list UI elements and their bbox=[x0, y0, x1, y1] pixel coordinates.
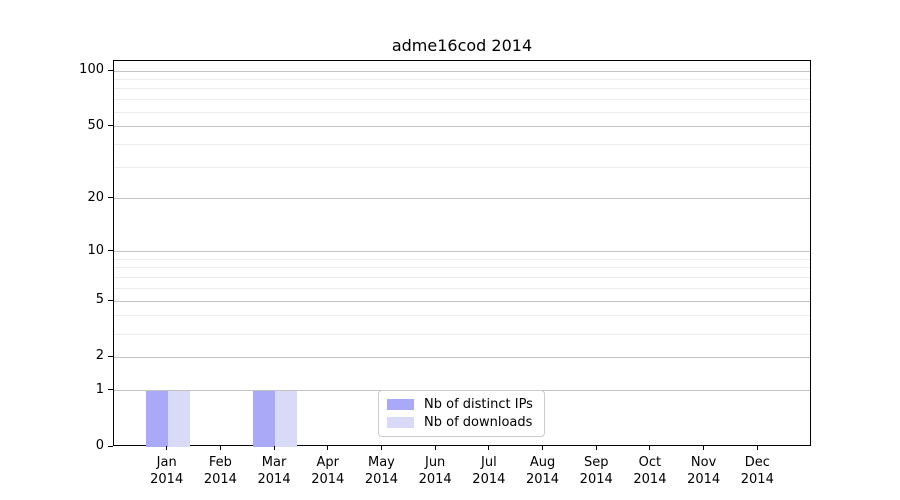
legend: Nb of distinct IPs Nb of downloads bbox=[378, 390, 545, 437]
legend-swatch-distinct-ips bbox=[387, 399, 414, 411]
y-gridline-major bbox=[114, 300, 810, 302]
y-tick-label: 2 bbox=[95, 348, 104, 364]
x-tick-label: Jun 2014 bbox=[418, 455, 452, 487]
y-tick-mark bbox=[108, 299, 113, 301]
x-tick-label: Jan 2014 bbox=[150, 455, 184, 487]
y-gridline-minor bbox=[114, 277, 810, 279]
x-tick-label: Apr 2014 bbox=[311, 455, 345, 487]
x-tick-mark bbox=[488, 446, 490, 450]
x-tick-mark bbox=[273, 446, 275, 450]
y-gridline-major bbox=[114, 356, 810, 358]
x-tick-mark bbox=[380, 446, 382, 450]
y-tick-label: 10 bbox=[87, 242, 104, 258]
y-tick-mark bbox=[108, 125, 113, 127]
x-tick-label: Aug 2014 bbox=[525, 455, 560, 487]
plot-area bbox=[113, 60, 811, 447]
chart-title: adme16cod 2014 bbox=[391, 36, 533, 55]
bar-downloads bbox=[275, 390, 298, 447]
x-tick-mark bbox=[434, 446, 436, 450]
y-gridline-major bbox=[114, 251, 810, 253]
y-gridline-minor bbox=[114, 143, 810, 145]
legend-label-downloads: Nb of downloads bbox=[424, 414, 533, 430]
x-tick-mark bbox=[166, 446, 168, 450]
x-tick-label: May 2014 bbox=[364, 455, 398, 487]
y-gridline-minor bbox=[114, 79, 810, 80]
x-tick-mark bbox=[649, 446, 651, 450]
legend-swatch-downloads bbox=[387, 416, 414, 428]
x-tick-label: Sep 2014 bbox=[579, 455, 613, 487]
x-tick-label: Dec 2014 bbox=[740, 455, 774, 487]
y-gridline-minor bbox=[114, 315, 810, 317]
y-gridline-minor bbox=[114, 258, 810, 260]
y-gridline-minor bbox=[114, 333, 810, 335]
y-tick-mark bbox=[108, 197, 113, 199]
y-gridline-major bbox=[114, 126, 810, 128]
y-gridline-minor bbox=[114, 88, 810, 90]
x-tick-label: Jul 2014 bbox=[472, 455, 506, 487]
y-tick-mark bbox=[108, 69, 113, 71]
x-tick-label: Nov 2014 bbox=[687, 455, 721, 487]
y-gridline-minor bbox=[114, 111, 810, 113]
y-gridline-major bbox=[114, 198, 810, 200]
bar-downloads bbox=[167, 390, 190, 447]
y-tick-mark bbox=[108, 250, 113, 252]
x-tick-mark bbox=[542, 446, 544, 450]
bar-distinct-ips bbox=[145, 390, 168, 447]
x-tick-label: Mar 2014 bbox=[257, 455, 291, 487]
x-tick-mark bbox=[219, 446, 221, 450]
y-gridline-minor bbox=[114, 287, 810, 289]
bar-distinct-ips bbox=[253, 390, 276, 447]
x-tick-label: Feb 2014 bbox=[203, 455, 237, 487]
y-tick-label: 100 bbox=[79, 62, 104, 77]
x-tick-mark bbox=[756, 446, 758, 450]
x-tick-label: Oct 2014 bbox=[633, 455, 667, 487]
y-tick-mark bbox=[108, 389, 113, 391]
legend-item-distinct-ips: Nb of distinct IPs bbox=[387, 397, 536, 412]
y-tick-label: 5 bbox=[95, 292, 104, 308]
y-gridline-minor bbox=[114, 166, 810, 168]
y-tick-label: 1 bbox=[95, 381, 104, 397]
y-gridline-major bbox=[114, 70, 810, 72]
x-tick-mark bbox=[327, 446, 329, 450]
y-tick-label: 0 bbox=[95, 438, 104, 453]
y-tick-mark bbox=[108, 355, 113, 357]
y-gridline-minor bbox=[114, 99, 810, 101]
legend-item-downloads: Nb of downloads bbox=[387, 415, 536, 430]
legend-label-distinct-ips: Nb of distinct IPs bbox=[424, 397, 533, 413]
y-tick-label: 50 bbox=[87, 117, 104, 133]
x-tick-mark bbox=[595, 446, 597, 450]
y-gridline-minor bbox=[114, 267, 810, 269]
x-tick-mark bbox=[703, 446, 705, 450]
y-tick-label: 20 bbox=[87, 189, 104, 205]
y-tick-mark bbox=[108, 445, 113, 447]
